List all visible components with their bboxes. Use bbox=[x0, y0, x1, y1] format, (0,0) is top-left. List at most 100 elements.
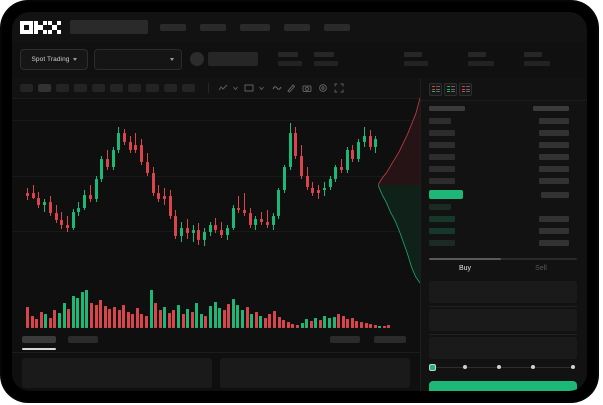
nav-item-3[interactable] bbox=[240, 24, 270, 31]
volume-bar bbox=[236, 304, 240, 328]
volume-bar bbox=[62, 303, 66, 328]
nav-item-5[interactable] bbox=[324, 24, 350, 31]
timeframe-button-6[interactable] bbox=[110, 84, 123, 92]
timeframe-button-2[interactable] bbox=[38, 84, 51, 92]
orderbook-ask-row[interactable] bbox=[429, 166, 455, 172]
timeframe-button-1[interactable] bbox=[20, 84, 33, 92]
candle bbox=[294, 98, 298, 283]
volume-bar bbox=[26, 307, 29, 328]
bottom-panel-left[interactable] bbox=[22, 358, 212, 388]
tab-sell[interactable]: Sell bbox=[535, 265, 547, 272]
compare-icon[interactable] bbox=[244, 83, 254, 93]
volume-bar bbox=[126, 312, 130, 328]
candle bbox=[311, 98, 315, 283]
orderbook-ask-row[interactable] bbox=[429, 142, 455, 148]
orderbook-bid-row[interactable] bbox=[429, 228, 455, 234]
candle bbox=[374, 98, 378, 283]
bottom-panel-right[interactable] bbox=[220, 358, 410, 388]
global-search-input[interactable] bbox=[70, 20, 148, 34]
coin-avatar bbox=[190, 52, 204, 66]
order-price-field[interactable] bbox=[429, 281, 577, 303]
market-stat-2-value bbox=[314, 61, 338, 66]
order-total-field[interactable] bbox=[429, 337, 577, 359]
candle bbox=[328, 98, 332, 283]
volume-bar bbox=[369, 324, 373, 328]
fullscreen-icon[interactable] bbox=[334, 83, 344, 93]
chevron-down-icon-2[interactable] bbox=[258, 83, 265, 93]
chevron-down-icon bbox=[170, 58, 174, 61]
market-stat-3 bbox=[404, 52, 428, 66]
slider-handle[interactable] bbox=[429, 364, 436, 371]
timeframe-button-9[interactable] bbox=[164, 84, 177, 92]
camera-icon[interactable] bbox=[302, 83, 312, 93]
candle bbox=[180, 98, 184, 283]
volume-bar bbox=[227, 304, 231, 328]
orderbook-last-price-row[interactable] bbox=[429, 190, 463, 199]
candle bbox=[111, 98, 115, 283]
nav-item-4[interactable] bbox=[284, 24, 310, 31]
orderbook-view-both-icon[interactable] bbox=[429, 83, 442, 96]
orderbook-view-bids-icon[interactable] bbox=[444, 83, 457, 96]
volume-bar bbox=[291, 324, 295, 328]
volume-bar bbox=[341, 316, 345, 328]
slider-step-100[interactable] bbox=[571, 365, 575, 369]
slider-step-75[interactable] bbox=[531, 365, 535, 369]
orderbook-view-asks-icon[interactable] bbox=[459, 83, 472, 96]
tab-order-history[interactable] bbox=[68, 336, 98, 343]
timeframe-button-8[interactable] bbox=[146, 84, 159, 92]
orderbook-bid-row[interactable] bbox=[429, 240, 455, 246]
orderbook-bid-amount bbox=[539, 216, 569, 222]
market-stat-5 bbox=[524, 52, 550, 66]
volume-bar bbox=[71, 296, 75, 328]
candle bbox=[140, 98, 144, 283]
orderbook-bid-row[interactable] bbox=[429, 216, 455, 222]
volume-bar bbox=[222, 310, 226, 328]
bottom-action-1[interactable] bbox=[330, 336, 360, 343]
bottom-action-2[interactable] bbox=[374, 336, 406, 343]
okx-logo[interactable] bbox=[20, 21, 62, 34]
orderbook-ask-row[interactable] bbox=[429, 130, 455, 136]
slider-step-50[interactable] bbox=[497, 365, 501, 369]
spot-trading-dropdown[interactable]: Spot Trading bbox=[20, 49, 88, 70]
nav-item-1[interactable] bbox=[160, 24, 186, 31]
market-stat-5-label bbox=[524, 52, 542, 57]
volume-bar bbox=[39, 312, 43, 328]
settings-gear-icon[interactable] bbox=[318, 83, 328, 93]
timeframe-button-5[interactable] bbox=[92, 84, 105, 92]
volume-bar bbox=[245, 307, 249, 328]
submit-order-button[interactable] bbox=[429, 381, 577, 391]
trading-pair-select[interactable] bbox=[94, 49, 182, 70]
volume-bar bbox=[35, 319, 39, 328]
orderbook-ask-row[interactable] bbox=[429, 154, 455, 160]
pencil-icon[interactable] bbox=[286, 83, 296, 93]
candle bbox=[71, 98, 75, 283]
line-style-icon[interactable] bbox=[272, 83, 282, 93]
order-amount-field[interactable] bbox=[429, 309, 577, 331]
slider-step-25[interactable] bbox=[463, 365, 467, 369]
volume-bar bbox=[99, 300, 103, 328]
volume-bar bbox=[263, 317, 267, 328]
volume-bar bbox=[149, 290, 153, 328]
volume-bar bbox=[209, 306, 212, 328]
indicators-icon[interactable] bbox=[218, 83, 228, 93]
timeframe-button-4[interactable] bbox=[74, 84, 87, 92]
candle bbox=[123, 98, 127, 283]
volume-bar bbox=[250, 314, 254, 328]
volume-bar bbox=[213, 301, 217, 328]
price-candlestick-chart[interactable] bbox=[12, 98, 420, 283]
timeframe-button-10[interactable] bbox=[182, 84, 195, 92]
orderbook-bid-row[interactable] bbox=[429, 204, 451, 210]
timeframe-button-3[interactable] bbox=[56, 84, 69, 92]
orderbook-ask-row[interactable] bbox=[429, 178, 455, 184]
nav-item-2[interactable] bbox=[200, 24, 226, 31]
orderbook-ask-row[interactable] bbox=[429, 118, 451, 124]
volume-bar bbox=[364, 323, 368, 328]
timeframe-button-7[interactable] bbox=[128, 84, 141, 92]
chevron-down-icon[interactable] bbox=[232, 83, 239, 93]
depth-chart-overlay bbox=[378, 98, 420, 283]
tab-open-orders[interactable] bbox=[22, 336, 56, 343]
amount-percent-slider[interactable] bbox=[433, 367, 575, 368]
orderbook-ask-amount bbox=[539, 178, 569, 184]
tab-buy[interactable]: Buy bbox=[458, 265, 472, 272]
volume-bar bbox=[199, 313, 203, 328]
